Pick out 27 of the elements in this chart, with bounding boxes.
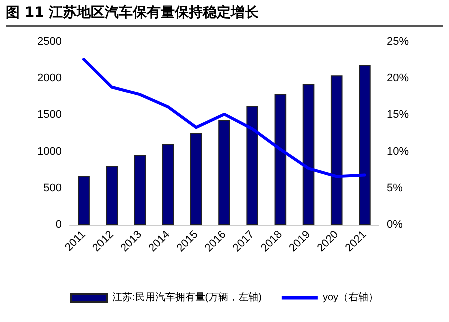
line-series [82,58,366,178]
y2-tick-label: 10% [387,146,410,158]
legend-label: yoy（右轴） [322,292,378,304]
y-tick-label: 1500 [38,109,62,122]
bar [162,144,174,225]
y2-tick-label: 5% [387,182,404,194]
y-tick-label: 2500 [38,36,62,48]
y-tick-label: 0 [56,219,62,231]
chart-title: 图 11 江苏地区汽车保有量保持稳定增长 [6,4,443,27]
y2-tick-label: 25% [387,36,410,48]
bar [274,94,287,225]
y2-tick-label: 15% [387,109,410,122]
bar [359,65,371,225]
y-tick-label: 1000 [38,146,62,158]
legend-label: 江苏:民用汽车拥有量(万辆，左轴) [112,292,262,304]
y-tick-label: 500 [44,182,62,194]
bar [190,134,202,225]
bar [78,176,90,225]
bar [330,76,343,225]
bar [302,84,315,225]
bar [246,106,258,225]
bar [134,155,146,225]
y2-tick-label: 0% [387,219,404,231]
bar [218,120,230,225]
y2-tick-label: 20% [387,72,410,85]
bar [106,166,118,225]
y-tick-label: 2000 [38,72,62,85]
